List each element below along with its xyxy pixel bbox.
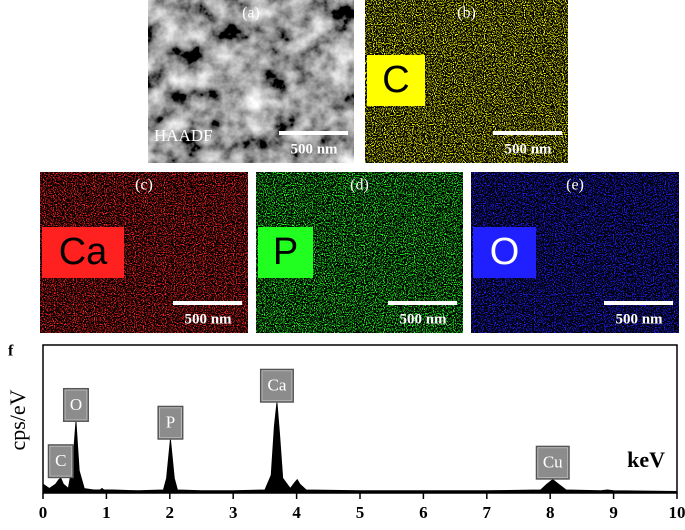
y-axis-label: cps/eV — [5, 389, 30, 450]
element-badge — [367, 55, 425, 106]
x-tick-label: 6 — [419, 503, 428, 522]
peak-label: C — [47, 444, 74, 479]
peak-label-text: Cu — [543, 453, 563, 472]
element-label: C — [382, 59, 409, 101]
x-tick-label: 5 — [356, 503, 365, 522]
element-badge — [258, 227, 313, 278]
x-tick-label: 9 — [609, 503, 618, 522]
x-tick-label: 3 — [229, 503, 238, 522]
plot-frame — [42, 344, 678, 494]
scale-label: 500 nm — [290, 141, 338, 157]
panel-label: (d) — [350, 177, 369, 194]
x-tick-label: 7 — [483, 503, 492, 522]
panel-label: (c) — [135, 177, 153, 194]
element-badge — [42, 227, 124, 278]
scale-label: 500 nm — [615, 311, 663, 327]
spectrum — [42, 402, 678, 494]
panel-label: f — [8, 343, 14, 360]
x-tick-label: 2 — [166, 503, 175, 522]
peak-label-face — [158, 407, 182, 439]
peak-label-text: O — [70, 395, 82, 414]
image-panel: (b) C 500 nm — [365, 0, 568, 163]
element-label: P — [273, 231, 298, 273]
peak-label-face — [261, 370, 293, 402]
element-label: O — [490, 231, 520, 273]
x-tick-label: 10 — [669, 503, 685, 522]
element-badge — [473, 227, 536, 278]
image-panel: (c) Ca 500 nm — [40, 172, 248, 333]
peak-label-text: P — [166, 413, 175, 432]
x-axis-label: keV — [627, 447, 665, 472]
peak-label-face — [537, 447, 569, 479]
peak-label: P — [157, 405, 184, 440]
image-panel: (a) HAADF 500 nm — [148, 0, 354, 163]
x-tick-label: 0 — [39, 503, 48, 522]
image-panel: (d) P 500 nm — [256, 172, 463, 333]
image-panel: (e) O 500 nm — [471, 172, 679, 333]
peak-label: Cu — [535, 445, 570, 480]
peak-label: Ca — [259, 368, 294, 403]
peak-label-text: Ca — [268, 376, 287, 395]
panel-caption: HAADF — [154, 126, 213, 145]
element-label: Ca — [59, 231, 108, 273]
scale-label: 500 nm — [399, 311, 447, 327]
scale-label: 500 nm — [184, 311, 232, 327]
scale-label: 500 nm — [504, 141, 552, 157]
panel-texture — [148, 0, 354, 163]
x-tick-label: 1 — [102, 503, 111, 522]
peak-label-face — [64, 389, 88, 421]
peak-label-text: C — [55, 451, 66, 470]
peak-label: O — [62, 387, 89, 422]
x-tick-label: 8 — [546, 503, 555, 522]
panel-label: (a) — [242, 5, 260, 22]
x-tick-label: 4 — [292, 503, 301, 522]
peak-label-face — [49, 445, 73, 477]
panel-label: (b) — [457, 5, 476, 22]
panel-label: (e) — [566, 177, 584, 194]
